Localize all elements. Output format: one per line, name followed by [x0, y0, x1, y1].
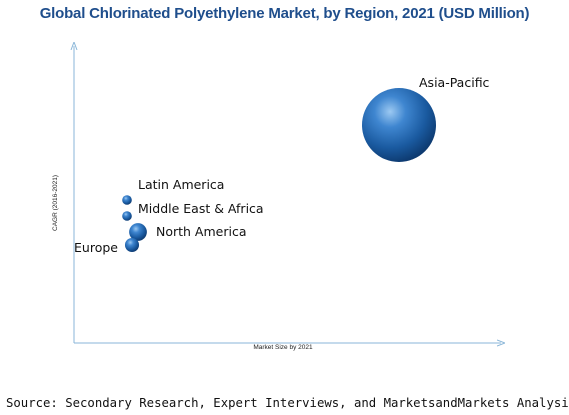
x-axis-label: Market Size by 2021	[253, 344, 313, 351]
bubble-layer: Asia-Pacific Latin America Middle East & A…	[74, 75, 490, 255]
bubble-north-america	[129, 223, 147, 241]
bubble-middle-east-africa	[122, 211, 132, 221]
bubble-latin-america	[122, 195, 132, 205]
chart-title: Global Chlorinated Polyethylene Market, …	[39, 5, 530, 22]
bubble-label-middle-east-africa: Middle East & Africa	[138, 201, 264, 216]
bubble-europe	[124, 237, 140, 253]
bubble-label-latin-america: Latin America	[138, 177, 224, 192]
bubble-label-north-america: North America	[156, 224, 247, 239]
y-axis-label: CAGR (2016-2021)	[52, 175, 59, 231]
bubble-label-asia-pacific: Asia-Pacific	[419, 75, 490, 90]
bubble-label-europe: Europe	[74, 240, 118, 255]
source-note: Source: Secondary Research, Expert Inter…	[6, 396, 569, 410]
bubble-asia-pacific	[362, 88, 436, 162]
